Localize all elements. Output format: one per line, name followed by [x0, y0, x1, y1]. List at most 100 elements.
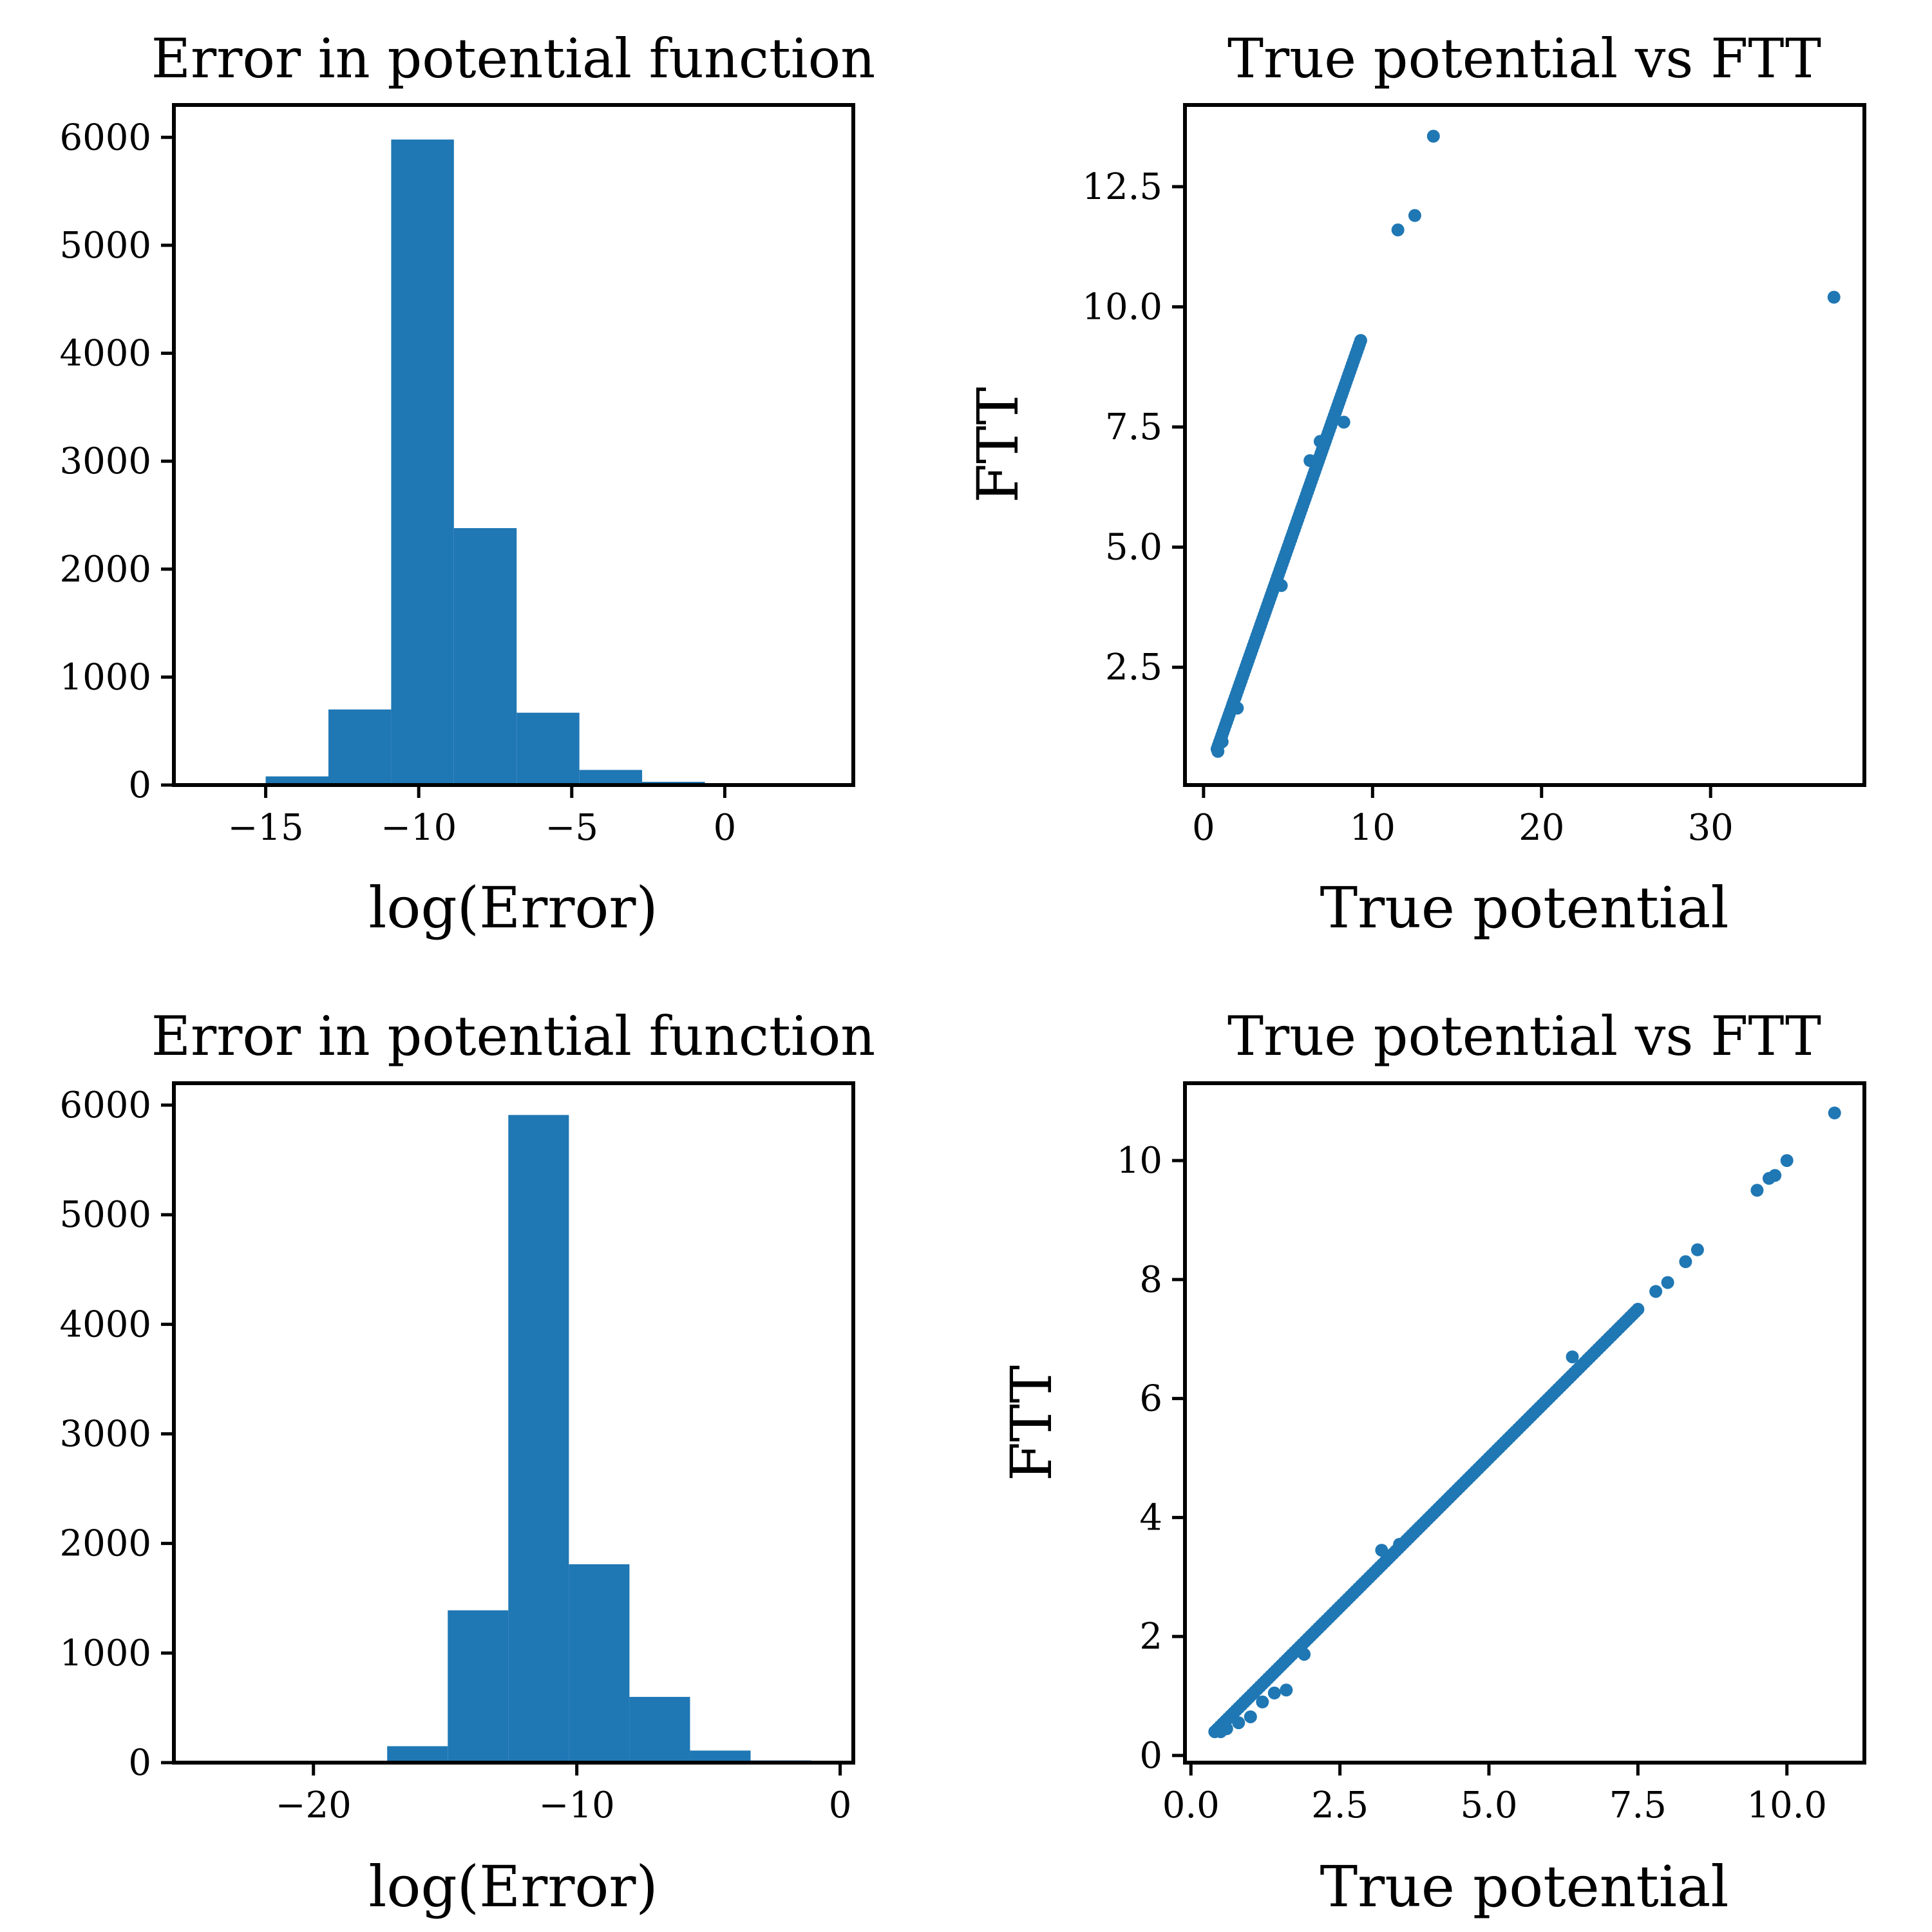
- y-tick-label: 10: [1117, 1140, 1162, 1182]
- x-tick-label: 5.0: [1460, 1785, 1517, 1826]
- scatter-point: [1231, 701, 1244, 715]
- plot-frame: [172, 1081, 855, 1765]
- scatter-point: [1303, 454, 1317, 468]
- y-tick-label: 4: [1139, 1497, 1162, 1539]
- y-tick-label: 0: [128, 764, 151, 806]
- scatter-point: [1215, 735, 1229, 748]
- x-tick-label: −5: [545, 807, 599, 849]
- scatter-point: [1690, 1243, 1704, 1256]
- y-axis-label: FTT: [998, 1365, 1065, 1481]
- x-axis-label: log(Error): [368, 1853, 658, 1920]
- scatter-point: [1280, 1683, 1293, 1697]
- x-tick-label: 30: [1688, 807, 1734, 849]
- scatter-point: [1566, 1350, 1579, 1363]
- y-tick-label: 8: [1139, 1259, 1162, 1301]
- x-tick-label: 10: [1350, 807, 1396, 849]
- x-tick-label: −15: [227, 807, 303, 849]
- panel-scatter-top: True potential vs FTT True potential FTT…: [965, 27, 1866, 941]
- chart-marks: [1208, 1106, 1841, 1738]
- y-tick-label: 0: [1139, 1735, 1162, 1777]
- plot-frame: [172, 103, 855, 787]
- histogram-bar: [508, 1115, 569, 1763]
- x-tick-label: −10: [381, 807, 457, 849]
- y-tick-label: 3000: [59, 440, 151, 482]
- y-tick-label: 0: [128, 1742, 151, 1784]
- chart-title: True potential vs FTT: [1227, 1005, 1821, 1068]
- y-tick-label: 6000: [59, 1084, 151, 1126]
- histogram-bar: [690, 1750, 751, 1763]
- scatter-point: [1679, 1255, 1692, 1269]
- y-tick-label: 7.5: [1105, 406, 1162, 448]
- chart-marks: [265, 139, 831, 786]
- y-tick-label: 12.5: [1082, 166, 1162, 208]
- scatter-point: [1661, 1276, 1674, 1289]
- scatter-point: [1780, 1154, 1794, 1168]
- y-tick-label: 2.5: [1105, 647, 1162, 688]
- x-ticks: 0 10 20 30: [1192, 785, 1734, 849]
- histogram-bar: [328, 709, 392, 785]
- y-tick-label: 3000: [59, 1414, 151, 1455]
- x-tick-label: −10: [539, 1785, 615, 1826]
- y-tick-label: 5.0: [1105, 527, 1162, 569]
- x-axis-label: True potential: [1320, 1853, 1728, 1920]
- x-tick-label: 0: [829, 1785, 852, 1826]
- scatter-point: [1244, 1710, 1257, 1723]
- y-tick-label: 1000: [59, 656, 151, 698]
- panel-hist-top: Error in potential function log(Error) −…: [59, 27, 875, 941]
- scatter-point: [1649, 1285, 1663, 1298]
- scatter-point: [1354, 334, 1367, 347]
- scatter-point: [1827, 290, 1841, 304]
- x-tick-label: 0: [714, 807, 737, 849]
- x-tick-label: 0: [1192, 807, 1215, 849]
- y-ticks: 0 2 4 6 8 10: [1117, 1140, 1185, 1777]
- y-tick-label: 10.0: [1082, 286, 1162, 328]
- scatter-point: [1267, 1686, 1281, 1700]
- x-ticks: −20 −10 0: [276, 1763, 852, 1826]
- y-tick-label: 2: [1139, 1616, 1162, 1658]
- scatter-point: [1631, 1303, 1645, 1316]
- y-tick-label: 5000: [59, 1194, 151, 1236]
- x-tick-label: −20: [276, 1785, 352, 1826]
- histogram-bar: [387, 1746, 448, 1763]
- scatter-point: [1211, 744, 1225, 758]
- y-tick-label: 6000: [59, 117, 151, 158]
- chart-title: True potential vs FTT: [1227, 27, 1821, 90]
- x-ticks: −15 −10 −5 0: [227, 785, 736, 849]
- scatter-point: [1393, 1537, 1406, 1551]
- y-axis-label: FTT: [965, 387, 1031, 503]
- x-tick-label: 0.0: [1162, 1785, 1220, 1826]
- y-ticks: 0 1000 2000 3000 4000 5000 6000: [59, 1084, 174, 1784]
- x-tick-label: 20: [1519, 807, 1564, 849]
- scatter-point: [1337, 415, 1350, 429]
- histogram-bar: [579, 770, 643, 785]
- x-tick-label: 10.0: [1747, 1785, 1827, 1826]
- y-tick-label: 2000: [59, 1523, 151, 1565]
- x-tick-label: 2.5: [1311, 1785, 1368, 1826]
- chart-title: Error in potential function: [151, 27, 876, 90]
- histogram-bar: [569, 1564, 630, 1763]
- scatter-point: [1768, 1169, 1782, 1182]
- histogram-bar: [453, 528, 517, 785]
- y-tick-label: 6: [1139, 1378, 1162, 1420]
- histogram-bar: [391, 139, 454, 786]
- y-ticks: 0 1000 2000 3000 4000 5000 6000: [59, 117, 174, 806]
- y-tick-label: 2000: [59, 549, 151, 591]
- scatter-point: [1426, 129, 1440, 143]
- scatter-point: [1750, 1184, 1764, 1197]
- scatter-point: [1313, 435, 1327, 448]
- panel-scatter-bottom: True potential vs FTT True potential FTT…: [998, 1005, 1866, 1920]
- scatter-point: [1375, 1544, 1388, 1557]
- y-tick-label: 1000: [59, 1633, 151, 1674]
- chart-marks: [1210, 129, 1841, 758]
- histogram-bar: [448, 1610, 509, 1763]
- scatter-point: [1391, 223, 1405, 237]
- scatter-point: [1220, 1722, 1233, 1736]
- scatter-point: [1256, 1695, 1269, 1709]
- histogram-bar: [265, 776, 328, 785]
- x-axis-label: log(Error): [368, 875, 658, 941]
- scatter-point: [1298, 1647, 1311, 1661]
- chart-title: Error in potential function: [151, 1005, 876, 1068]
- x-axis-label: True potential: [1320, 875, 1728, 941]
- x-tick-label: 7.5: [1609, 1785, 1667, 1826]
- histogram-bar: [516, 712, 580, 785]
